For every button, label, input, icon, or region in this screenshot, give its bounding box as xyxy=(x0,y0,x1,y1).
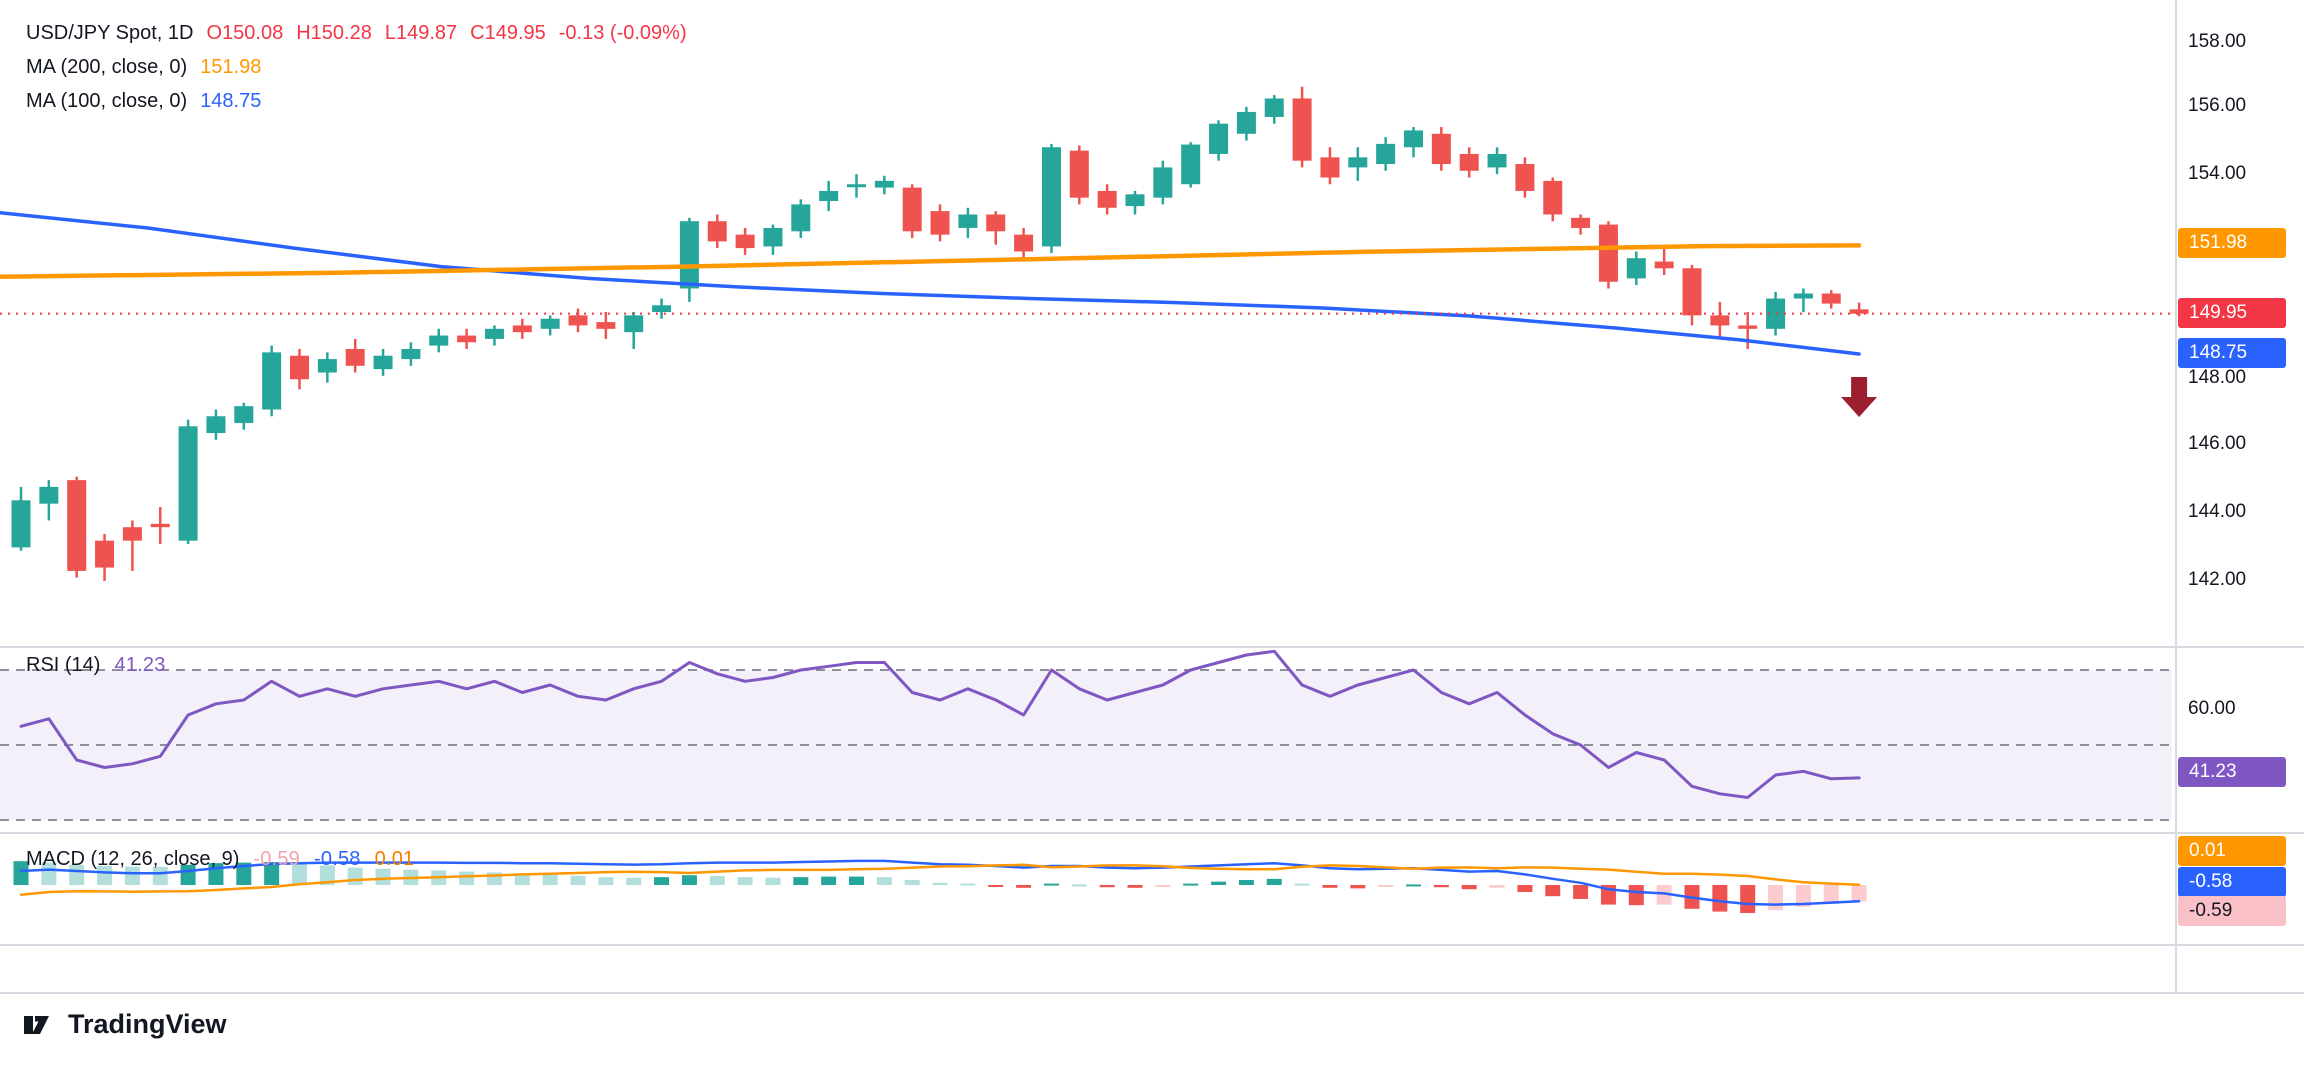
rsi-value: 41.23 xyxy=(114,654,166,676)
ohlc-close: C149.95 xyxy=(470,22,546,44)
rsi-value-badge: 41.23 xyxy=(2178,757,2286,787)
time-axis[interactable]: Oct81522Nov81522Dec712 xyxy=(0,945,2304,993)
tradingview-logo-text: TradingView xyxy=(68,1008,227,1039)
tradingview-logo-icon xyxy=(24,1016,49,1034)
macd-hist-badge: -0.59 xyxy=(2178,896,2286,926)
macd-line-badge: -0.58 xyxy=(2178,867,2286,897)
symbol-legend-row: USD/JPY Spot, 1D O150.08 H150.28 L149.87… xyxy=(26,16,687,50)
ma200-legend-row: MA (200, close, 0) 151.98 xyxy=(26,50,687,84)
ma100-price-badge: 148.75 xyxy=(2178,338,2286,368)
ma200-price-badge: 151.98 xyxy=(2178,228,2286,258)
ohlc-change: -0.13 (-0.09%) xyxy=(558,22,687,44)
macd-label[interactable]: MACD (12, 26, close, 9) xyxy=(26,848,240,870)
ma100-value: 148.75 xyxy=(200,90,262,112)
ohlc-low: L149.87 xyxy=(384,22,458,44)
ma200-value: 151.98 xyxy=(200,56,262,78)
price-axis-label: 158.00 xyxy=(2188,31,2247,52)
ohlc-open: O150.08 xyxy=(206,22,284,44)
macd-line-value: -0.58 xyxy=(314,848,361,870)
macd-legend: MACD (12, 26, close, 9) -0.59 -0.58 0.01 xyxy=(26,842,414,876)
ma100-label[interactable]: MA (100, close, 0) xyxy=(26,90,188,112)
ma200-label[interactable]: MA (200, close, 0) xyxy=(26,56,188,78)
macd-hist-value: -0.59 xyxy=(253,848,301,870)
main-legend: USD/JPY Spot, 1D O150.08 H150.28 L149.87… xyxy=(26,16,687,118)
price-axis-label: 156.00 xyxy=(2188,95,2247,116)
down-arrow-annotation xyxy=(1841,377,1878,417)
ma100-legend-row: MA (100, close, 0) 148.75 xyxy=(26,84,687,118)
rsi-label[interactable]: RSI (14) xyxy=(26,654,101,676)
price-axis-label: 144.00 xyxy=(2188,501,2247,522)
price-axis-label: 142.00 xyxy=(2188,569,2247,590)
price-axis-label: 146.00 xyxy=(2188,433,2247,454)
price-axis-label: 148.00 xyxy=(2188,367,2247,388)
tradingview-logo[interactable]: TradingView xyxy=(22,1006,227,1042)
price-axis-label: 60.00 xyxy=(2188,698,2236,719)
last-price-badge: 149.95 xyxy=(2178,298,2286,328)
ohlc-high: H150.28 xyxy=(296,22,372,44)
rsi-legend: RSI (14) 41.23 xyxy=(26,648,166,682)
macd-signal-value: 0.01 xyxy=(374,848,415,870)
symbol-title[interactable]: USD/JPY Spot, 1D xyxy=(26,22,194,44)
price-axis[interactable]: 158.00 156.00 154.00 148.00 146.00 144.00 142.… xyxy=(2176,0,2304,993)
macd-signal-badge: 0.01 xyxy=(2178,836,2286,866)
price-axis-label: 154.00 xyxy=(2188,163,2247,184)
